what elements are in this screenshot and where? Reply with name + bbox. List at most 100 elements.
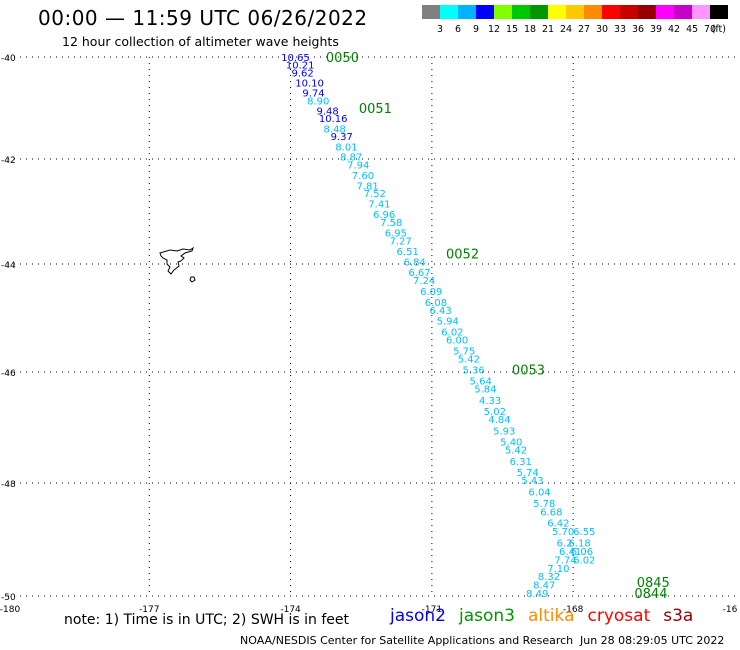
wave-height-value: 6.31 <box>510 457 532 468</box>
wave-height-value: 5.64 <box>470 376 492 387</box>
track-time-label: 0052 <box>446 248 479 263</box>
satellite-legend: jason2 jason3 altika cryosat s3a <box>390 606 706 626</box>
legend-swatch <box>512 5 530 19</box>
wave-height-value: 9.74 <box>302 89 324 100</box>
longitude-label: -174 <box>280 605 301 615</box>
wave-height-value: 6.18 <box>568 538 590 549</box>
track-time-label: 0844 <box>634 587 667 602</box>
wave-height-value: 7.74 <box>554 555 576 566</box>
island-outline <box>159 246 196 283</box>
wave-height-value: 5.02 <box>484 407 506 418</box>
latitude-label: -40 <box>1 54 16 64</box>
page-title: 00:00 — 11:59 UTC 06/26/2022 <box>38 6 368 30</box>
legend-swatch <box>638 5 656 19</box>
wave-height-value: 10.21 <box>286 61 315 72</box>
track-time-label: 0051 <box>359 102 392 117</box>
wave-height-value: 7.58 <box>380 218 402 229</box>
wave-height-value: 6.00 <box>446 336 468 347</box>
wave-height-value: 9.62 <box>292 68 314 79</box>
satellite-s3a: s3a <box>663 606 694 626</box>
wave-height-value: 6.51 <box>397 247 419 258</box>
legend-label: 15 <box>506 24 518 35</box>
track-time-label: 0050 <box>326 51 359 66</box>
satellite-jason3: jason3 <box>459 606 515 626</box>
track-time-label: 0053 <box>512 363 545 378</box>
wave-height-value: 5.42 <box>458 355 480 366</box>
legend-swatch <box>602 5 620 19</box>
legend-swatch <box>566 5 584 19</box>
wave-height-value: 6.43 <box>430 306 452 317</box>
legend-label: 36 <box>632 24 644 35</box>
legend-label: 3 <box>437 24 443 35</box>
wave-height-value: 5.74 <box>517 468 539 479</box>
longitude-label: -177 <box>139 605 159 615</box>
wave-height-value: 8.90 <box>307 96 329 107</box>
wave-height-value: 6.08 <box>425 298 447 309</box>
wave-height-value: 9.37 <box>331 132 353 143</box>
wave-height-value: 6.68 <box>540 507 562 518</box>
wave-height-value: 6.04 <box>528 487 550 498</box>
satellite-cryosat: cryosat <box>587 606 651 626</box>
credit-line: NOAA/NESDIS Center for Satellite Applica… <box>240 634 574 647</box>
wave-height-value: 8.01 <box>335 142 357 153</box>
legend-label: 33 <box>614 24 626 35</box>
wave-height-value: 6.42 <box>547 519 569 530</box>
page-subtitle: 12 hour collection of altimeter wave hei… <box>62 34 339 49</box>
longitude-label: -168 <box>563 605 584 615</box>
latitude-label: -50 <box>1 593 16 603</box>
wave-height-value: 6.55 <box>573 527 595 538</box>
wave-height-value: 6.06 <box>571 547 593 558</box>
altimeter-track: 10.6510.219.6210.109.748.909.4810.168.48… <box>281 51 670 602</box>
latitude-label: -44 <box>1 261 16 271</box>
wave-height-value: 6.2 <box>557 538 573 549</box>
legend-label: 27 <box>578 24 590 35</box>
wave-height-value: 6.41 <box>559 547 581 558</box>
longitude-label: -16 <box>723 605 738 615</box>
legend-swatch <box>620 5 638 19</box>
wave-height-value: 5.93 <box>493 426 515 437</box>
legend-swatch <box>530 5 548 19</box>
legend-swatch <box>584 5 602 19</box>
legend-label: 21 <box>542 24 554 35</box>
legend-label: 30 <box>596 24 608 35</box>
legend-swatch <box>710 5 728 19</box>
latitude-label: -46 <box>1 369 16 379</box>
wave-height-value: 8.49 <box>526 589 548 600</box>
legend-swatch <box>440 5 458 19</box>
wave-height-value: 5.84 <box>474 385 496 396</box>
legend-swatch <box>656 5 674 19</box>
wave-height-value: 7.27 <box>389 236 411 247</box>
latitude-label: -48 <box>1 480 16 490</box>
wave-height-value: 10.65 <box>281 53 310 64</box>
legend-label: 12 <box>488 24 500 35</box>
longitude-label: -180 <box>0 605 20 615</box>
track-time-label: 0845 <box>637 576 670 591</box>
wave-height-value: 7.60 <box>352 171 374 182</box>
legend-swatch <box>494 5 512 19</box>
wave-height-value: 4.84 <box>488 415 510 426</box>
wave-height-value: 6.02 <box>441 328 463 339</box>
wave-height-value: 5.40 <box>500 437 522 448</box>
legend-label: 18 <box>524 24 536 35</box>
wave-height-value: 8.87 <box>340 152 362 163</box>
footer-note: note: 1) Time is in UTC; 2) SWH is in fe… <box>64 612 350 628</box>
wave-height-value: 7.10 <box>547 564 569 575</box>
legend-label: 6 <box>455 24 461 35</box>
chatham-island-shape <box>159 246 194 275</box>
wave-height-value: 5.78 <box>533 499 555 510</box>
wave-height-value: 5.75 <box>453 346 475 357</box>
legend-label: 42 <box>668 24 680 35</box>
wave-height-value: 6.96 <box>373 210 395 221</box>
wave-height-value: 8.32 <box>538 572 560 583</box>
wave-height-value: 9.48 <box>316 107 338 118</box>
satellite-jason2: jason2 <box>390 606 446 626</box>
wave-height-value: 10.16 <box>319 114 348 125</box>
wave-height-value: 6.02 <box>573 555 595 566</box>
graticule <box>8 56 738 597</box>
legend-label: 9 <box>473 24 479 35</box>
color-legend: 3 6 9 12 15 18 21 24 27 30 33 36 39 42 45 70(ft) <box>422 5 728 35</box>
wave-height-value: 5.70 <box>552 527 574 538</box>
wave-height-value: 4.33 <box>479 396 501 407</box>
legend-label: 70 <box>704 24 716 35</box>
